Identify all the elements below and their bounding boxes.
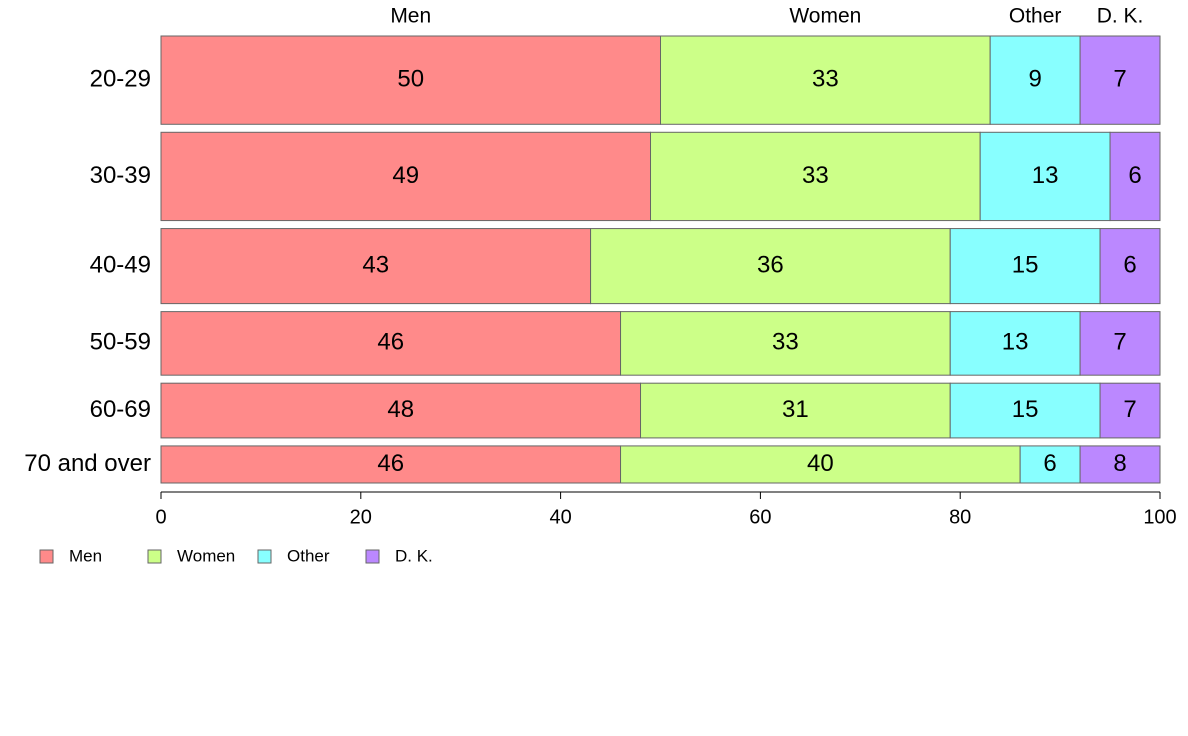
bar-segment <box>160 131 652 222</box>
legend-swatch <box>257 549 272 564</box>
bar-segment <box>1079 35 1161 125</box>
data-label: 49 <box>392 162 419 189</box>
bar-segment <box>989 35 1081 125</box>
bar-segment <box>1079 311 1161 376</box>
bar-segment <box>1079 445 1161 484</box>
legend-label: Men <box>69 546 102 565</box>
data-label: 33 <box>802 162 829 189</box>
x-tick-label: 80 <box>949 506 971 528</box>
data-label: 7 <box>1123 396 1136 423</box>
legend-label: D. K. <box>395 546 433 565</box>
legend-label: Other <box>287 546 330 565</box>
bar-segment <box>160 35 661 125</box>
bar-segment <box>160 228 592 305</box>
data-label: 6 <box>1128 162 1141 189</box>
bar-segment <box>1109 131 1161 222</box>
data-label: 36 <box>757 251 784 278</box>
category-label: 20-29 <box>90 65 151 92</box>
category-label: 60-69 <box>90 396 151 423</box>
bar-segment <box>949 382 1101 439</box>
bar-segment <box>160 382 642 439</box>
legend-label: Women <box>177 546 235 565</box>
bar-segment <box>650 131 981 222</box>
bar-segment <box>590 228 951 305</box>
data-label: 31 <box>782 396 809 423</box>
x-tick-label: 100 <box>1143 506 1176 528</box>
bar-segment <box>620 445 1021 484</box>
bar-segment <box>660 35 991 125</box>
x-tick-label: 40 <box>549 506 571 528</box>
top-series-label: D. K. <box>1097 5 1144 28</box>
top-series-label: Men <box>390 5 431 28</box>
data-label: 46 <box>377 450 404 477</box>
data-label: 9 <box>1028 65 1041 92</box>
data-label: 13 <box>1002 329 1029 356</box>
data-label: 48 <box>387 396 414 423</box>
x-tick-label: 60 <box>749 506 771 528</box>
legend-swatch <box>147 549 162 564</box>
data-label: 15 <box>1012 251 1039 278</box>
data-label: 7 <box>1113 65 1126 92</box>
category-label: 30-39 <box>90 162 151 189</box>
bar-segment <box>1019 445 1081 484</box>
data-label: 8 <box>1113 450 1126 477</box>
category-label: 50-59 <box>90 329 151 356</box>
x-tick-label: 20 <box>350 506 372 528</box>
data-label: 6 <box>1043 450 1056 477</box>
bar-segment <box>1099 382 1161 439</box>
bar-segment <box>1099 228 1161 305</box>
data-label: 15 <box>1012 396 1039 423</box>
data-label: 6 <box>1123 251 1136 278</box>
x-tick-label: 0 <box>155 506 166 528</box>
legend-swatch <box>365 549 380 564</box>
category-label: 40-49 <box>90 251 151 278</box>
category-label: 70 and over <box>24 450 151 477</box>
bar-segment <box>640 382 951 439</box>
data-label: 33 <box>772 329 799 356</box>
legend-swatch <box>39 549 54 564</box>
top-series-label: Women <box>789 5 861 28</box>
data-label: 46 <box>377 329 404 356</box>
data-label: 50 <box>397 65 424 92</box>
bar-segment <box>979 131 1111 222</box>
bar-segment <box>160 311 622 376</box>
top-series-label: Other <box>1009 5 1062 28</box>
data-label: 13 <box>1032 162 1059 189</box>
data-label: 33 <box>812 65 839 92</box>
bar-segment <box>620 311 951 376</box>
data-label: 40 <box>807 450 834 477</box>
bar-segment <box>160 445 622 484</box>
data-label: 7 <box>1113 329 1126 356</box>
data-label: 43 <box>362 251 389 278</box>
